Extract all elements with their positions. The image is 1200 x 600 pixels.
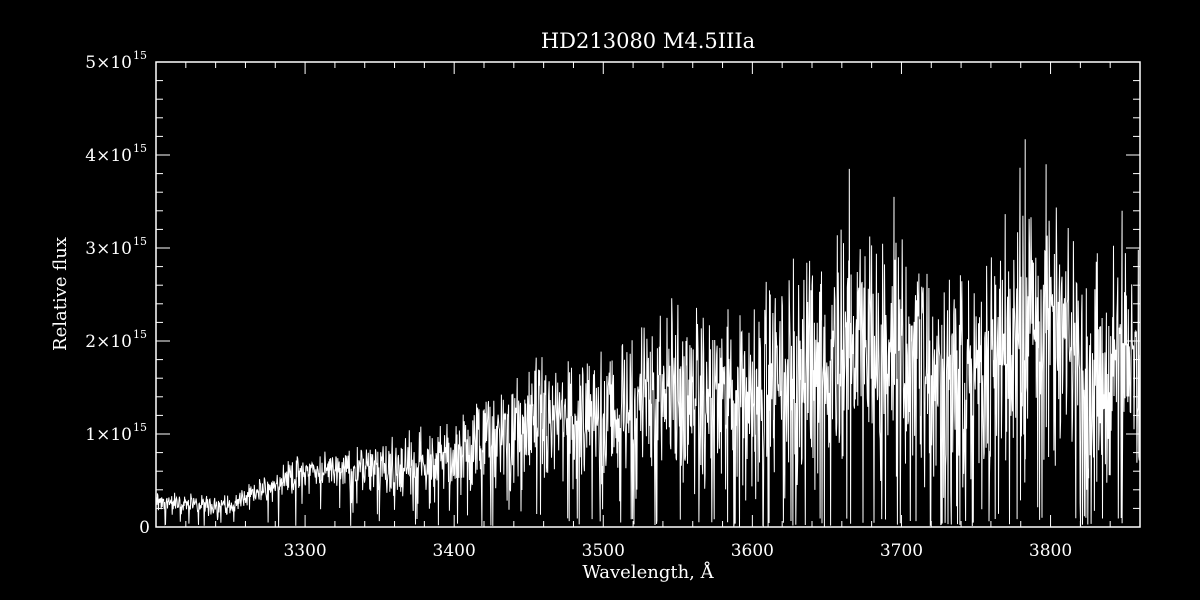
chart-title: HD213080 M4.5IIIa [541,29,755,53]
plot-frame [155,61,1141,528]
x-tick-label: 3700 [880,541,923,561]
y-tick-exponent: 15 [133,49,147,62]
y-tick-label: 3×10 [85,239,132,259]
spectrum-series-line [156,139,1140,527]
y-tick-label: 4×10 [85,146,132,166]
x-axis-label: Wavelength, Å [582,561,714,583]
plot-area [156,139,1140,527]
x-tick-label: 3800 [1029,541,1072,561]
x-tick-label: 3300 [283,541,326,561]
y-tick-label: 0 [139,518,150,538]
y-tick-exponent: 15 [133,328,147,341]
y-tick-label: 1×10 [85,425,132,445]
y-tick-exponent: 15 [133,142,147,155]
x-tick-label: 3600 [731,541,774,561]
x-tick-label: 3500 [582,541,625,561]
y-tick-label: 2×10 [85,332,132,352]
y-tick-exponent: 15 [133,235,147,248]
y-tick-label: 5×10 [85,53,132,73]
y-axis-label: Relative flux [50,237,71,351]
x-tick-label: 3400 [433,541,476,561]
y-tick-exponent: 15 [133,421,147,434]
